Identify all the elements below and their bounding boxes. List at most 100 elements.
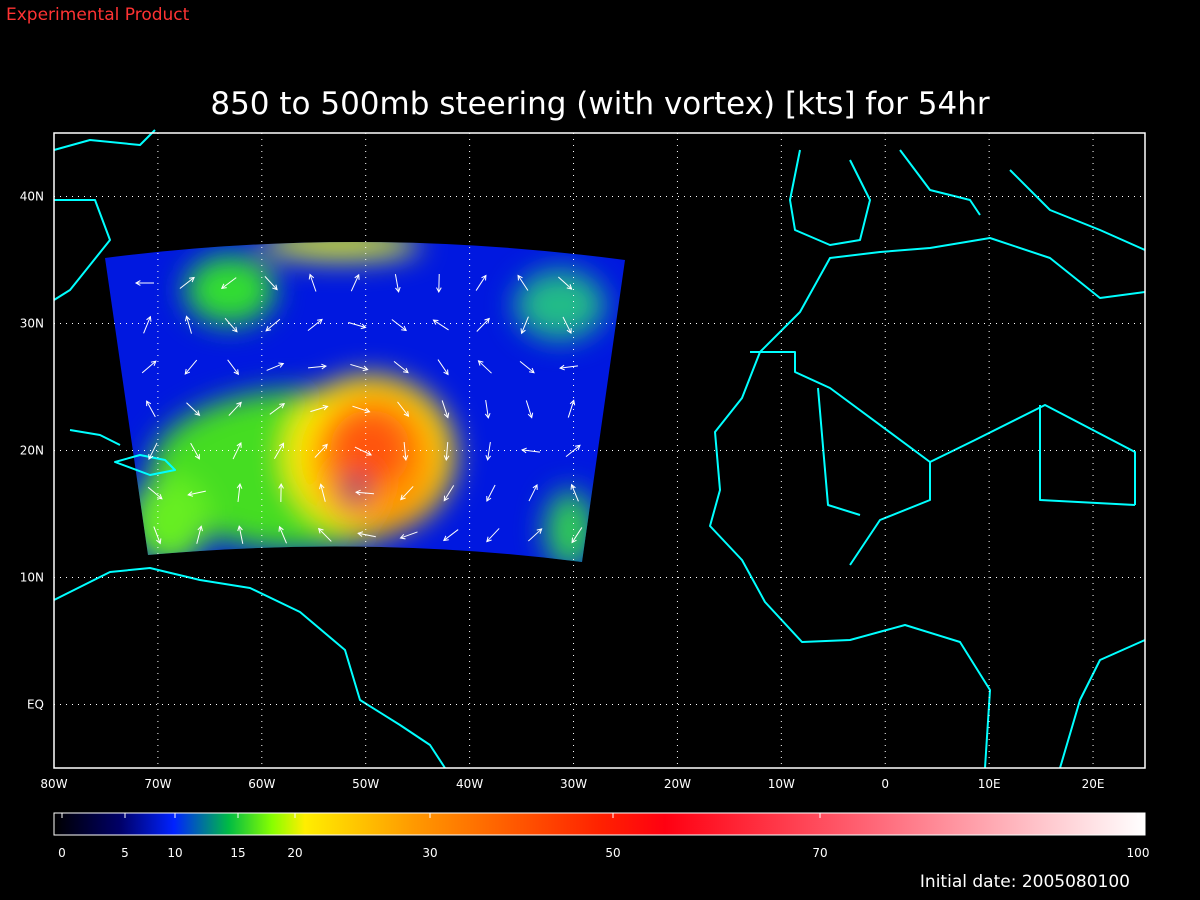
wind-arrow-head bbox=[187, 491, 194, 497]
wind-arrow bbox=[394, 274, 400, 292]
wind-arrow-head bbox=[278, 362, 285, 368]
steering-arrows bbox=[134, 273, 583, 545]
wind-arrow-head bbox=[527, 412, 534, 419]
wind-arrow bbox=[265, 318, 281, 332]
wind-arrow-head bbox=[236, 483, 243, 489]
wind-arrow bbox=[478, 360, 492, 374]
wind-field bbox=[105, 241, 625, 562]
wind-arrow-head bbox=[443, 535, 449, 542]
wind-arrow bbox=[309, 274, 317, 292]
wind-arrow-head bbox=[570, 483, 576, 490]
wind-arrow-head bbox=[146, 400, 152, 407]
wind-arrow bbox=[521, 316, 529, 334]
wind-arrow bbox=[314, 444, 328, 458]
x-tick-label: 40W bbox=[456, 777, 483, 791]
map-title: 850 to 500mb steering (with vortex) [kts… bbox=[210, 86, 990, 122]
wind-arrow bbox=[179, 277, 195, 289]
x-tick-label: 0 bbox=[881, 777, 889, 791]
wind-arrow-head bbox=[401, 325, 407, 332]
colorbar-label: 0 bbox=[58, 846, 66, 860]
wind-arrow-head bbox=[236, 401, 242, 408]
y-tick-label: 10N bbox=[20, 571, 44, 585]
wind-arrow-head bbox=[233, 369, 239, 376]
wind-arrow-head bbox=[484, 317, 490, 324]
wind-arrow-head bbox=[278, 482, 284, 489]
y-tick-label: EQ bbox=[27, 698, 44, 712]
wind-arrow-head bbox=[322, 443, 328, 450]
wind-arrow-head bbox=[197, 525, 203, 532]
wind-arrow bbox=[320, 484, 326, 502]
wind-arrow-head bbox=[485, 455, 492, 461]
wind-arrow bbox=[525, 400, 533, 418]
wind-arrow-head bbox=[443, 455, 450, 462]
wind-arrow-head bbox=[484, 413, 491, 419]
wind-arrow-head bbox=[528, 367, 535, 374]
wind-arrow bbox=[224, 317, 238, 333]
coastline bbox=[69, 429, 176, 476]
wind-arrow-head bbox=[189, 276, 195, 283]
wind-arrow-head bbox=[517, 274, 523, 281]
wind-arrow bbox=[358, 532, 376, 538]
wind-arrow bbox=[264, 276, 278, 290]
wind-arrow-head bbox=[321, 363, 327, 370]
wind-arrow-head bbox=[571, 537, 577, 544]
wind-arrow-head bbox=[354, 489, 361, 496]
wind-arrow-head bbox=[569, 399, 576, 406]
wind-arrow-head bbox=[559, 364, 565, 371]
wind-arrow-head bbox=[322, 404, 329, 411]
wind-arrow bbox=[571, 527, 583, 543]
wind-arrow-head bbox=[156, 493, 163, 500]
wind-arrow-head bbox=[443, 369, 449, 376]
wind-arrow-head bbox=[443, 495, 449, 502]
colorbar-label: 15 bbox=[230, 846, 245, 860]
wind-arrow bbox=[350, 363, 368, 371]
wind-arrow-head bbox=[354, 273, 360, 280]
wind-arrow bbox=[228, 402, 242, 416]
border bbox=[750, 351, 1136, 566]
wind-arrow bbox=[147, 486, 163, 500]
wind-arrow-head bbox=[279, 403, 286, 409]
wind-arrow-head bbox=[436, 287, 442, 294]
coastline bbox=[53, 567, 446, 769]
wind-arrow bbox=[148, 442, 158, 460]
wind-arrow-head bbox=[360, 323, 367, 330]
x-tick-label: 20W bbox=[664, 777, 691, 791]
wind-arrow bbox=[558, 276, 572, 290]
wind-arrow bbox=[485, 400, 489, 418]
wind-arrow-head bbox=[150, 360, 157, 367]
wind-arrow bbox=[487, 442, 491, 460]
product-label: Experimental Product bbox=[6, 5, 190, 25]
colorbar-label: 5 bbox=[121, 846, 129, 860]
wind-arrow-head bbox=[432, 319, 439, 325]
wind-arrow bbox=[433, 319, 449, 331]
wind-arrow-head bbox=[265, 325, 272, 332]
wind-arrow bbox=[307, 319, 323, 331]
wind-arrow-head bbox=[536, 528, 543, 534]
wind-arrow bbox=[307, 365, 327, 369]
wind-arrow-head bbox=[486, 495, 492, 502]
colorbar bbox=[53, 812, 1146, 836]
wind-arrow-head bbox=[134, 280, 141, 286]
wind-arrow bbox=[318, 528, 332, 542]
wind-arrow bbox=[519, 360, 535, 374]
wind-arrow bbox=[443, 529, 459, 541]
wind-arrow-head bbox=[521, 447, 527, 454]
coastline bbox=[789, 149, 1146, 251]
wind-arrow bbox=[562, 316, 572, 334]
wind-arrow-head bbox=[194, 410, 201, 416]
wind-arrow-head bbox=[146, 315, 152, 322]
wind-arrow bbox=[355, 491, 375, 495]
colorbar-label: 100 bbox=[1127, 846, 1150, 860]
wind-arrow bbox=[350, 274, 360, 292]
wind-arrow bbox=[486, 528, 500, 542]
wind-arrow bbox=[486, 484, 496, 502]
colorbar-label: 50 bbox=[605, 846, 620, 860]
wind-arrow bbox=[475, 275, 487, 291]
wind-arrow bbox=[560, 365, 578, 369]
wind-arrow bbox=[352, 405, 370, 413]
y-tick-label: 40N bbox=[20, 190, 44, 204]
wind-arrow bbox=[517, 275, 529, 291]
x-tick-label: 10W bbox=[768, 777, 795, 791]
colorbar-label: 30 bbox=[422, 846, 437, 860]
